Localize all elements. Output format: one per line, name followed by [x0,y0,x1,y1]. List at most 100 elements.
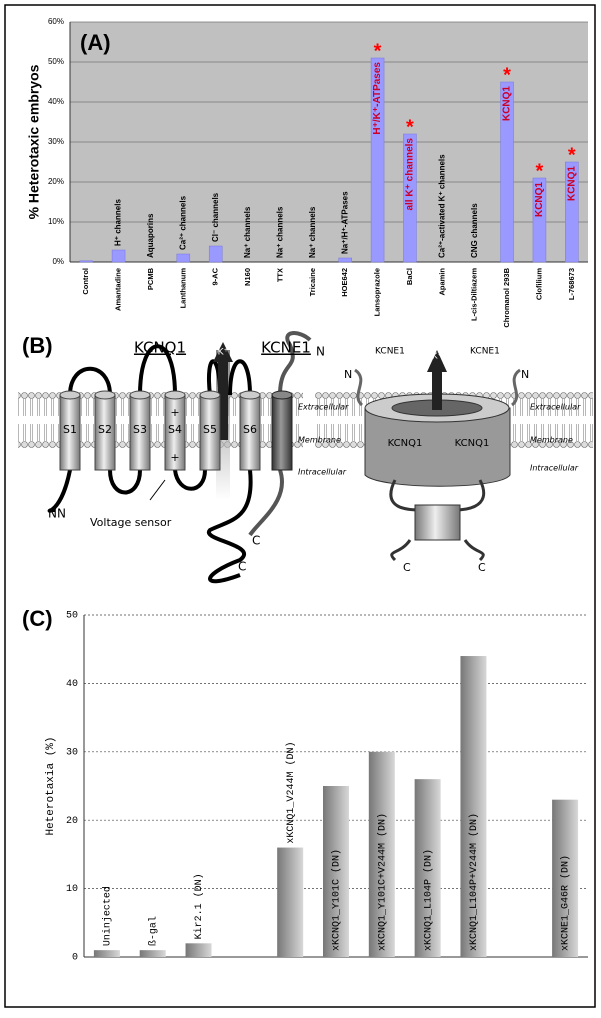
y-axis-label: Heterotaxia (%) [45,736,57,835]
terminus: N [316,345,325,359]
bar-note: Ca²⁺-activated K⁺ channels [437,154,446,258]
loop [248,331,312,537]
bar-note: H⁺ channels [114,199,123,246]
x-tick-label: PCMB [146,267,155,290]
terminus: C [238,560,246,574]
segment-label: S1 [63,423,77,436]
chart-c: 0 10 20 30 40 50 (C) Heterotaxia (%) Uninjected ß… [22,606,588,964]
label: Voltage sensor [90,516,172,529]
bar [460,656,487,957]
bar-note: all K⁺ channels [405,138,416,211]
bar [185,943,212,957]
arrow-head [427,350,447,372]
terminus: C [403,561,411,574]
x-tick-label: TTX [275,268,284,282]
y-tick-label: 40% [48,97,64,106]
channel [364,407,511,487]
x-tick-label: Control [81,268,90,295]
x-tick-label: Lansoprazole [373,268,382,316]
x-tick-label: xKCNE1_G46R (DN) [560,855,572,951]
bar-note: KCNQ1 [566,166,577,201]
y-tick-label: 30% [48,137,64,146]
segment-label: S2 [98,423,112,436]
loop [354,368,521,407]
label: KCNE1 [375,347,405,357]
y-tick-label: 60% [48,17,64,26]
label: KCNE1 [470,347,500,357]
significance-marker: * [503,64,511,86]
y-tick-label: 50% [48,57,64,66]
label: Extracellular [530,403,581,412]
y-tick-label: 0 [72,953,78,964]
bar [139,950,166,957]
plus: + [170,406,179,419]
bar [565,161,579,263]
loop [389,479,485,562]
segment-label: S5 [203,423,217,436]
x-tick-label: Chromanol 293B [502,267,511,327]
bar [552,799,579,957]
label: KCNQ1 [134,339,186,357]
y-axis-label: % Heterotaxic embryos [26,64,42,219]
bar-note: Na⁺ channels [243,206,252,258]
x-tick-label: Lanthanum [178,268,187,309]
y-tick-label: 40 [66,679,78,690]
segment-label: S3 [133,423,147,436]
diagram-b: (B) S1 S2 S3 S4 S5 S6 + + KCNQ1 KCNE1 K⁺… [18,331,593,584]
x-tick-label: Kir2.1 (DN) [193,873,205,939]
significance-marker: * [536,160,544,182]
y-tick-label: 0% [52,257,64,266]
x-tick-label: HOE642 [340,268,349,297]
bar [500,81,514,263]
bar-note: KCNQ1 [502,86,513,121]
label: Intracellular [298,468,347,477]
terminus: N [521,368,529,381]
ion: K⁺ [432,352,441,361]
segments [59,390,293,471]
x-tick-label: Uninjected [102,886,114,946]
y-tick-label: 30 [66,747,78,758]
x-tick-label: 9-AC [211,267,220,285]
label: KCNQ1 [388,438,423,449]
panel-label: (A) [80,30,111,55]
bar [93,950,120,957]
x-tick-label: xKCNQ1_L104P (DN) [422,849,434,951]
label: Membrane [530,436,573,445]
bar-note: Ca²⁺ channels [178,195,187,250]
x-tick-label: xKCNQ1_Y101C+V244M (DN) [376,813,388,951]
bar-note: Na⁺/H⁺-ATPases [340,191,349,254]
segment-label: S4 [168,423,182,436]
bar-note: Na⁺ channels [276,206,285,258]
x-tick-label: L-cis-Diltiazem [470,268,479,321]
terminus: C [252,534,260,548]
bar [323,786,349,957]
arrow-head [213,342,233,362]
label: KCNQ1 [455,438,490,449]
bar-note: Cl⁻ channels [211,192,220,242]
bar [414,779,441,957]
significance-marker: * [568,144,576,166]
x-tick-label: Clofilium [534,268,543,300]
plus: + [170,451,179,464]
bar-note: KCNQ1 [534,182,545,217]
significance-marker: * [406,116,414,138]
x-tick-label: xKCNQ1_Y101C (DN) [331,849,343,951]
y-tick-label: 20 [66,816,78,827]
x-tick-label: L-768673 [567,268,576,300]
x-tick-label: BaCl [405,268,414,285]
label: Membrane [298,436,341,445]
x-tick-label: Amantadine [114,268,123,311]
y-tick-label: 20% [48,177,64,186]
bar [403,133,417,263]
ion: K⁺ [218,348,229,358]
y-tick-label: 10 [66,884,78,895]
bar [368,751,395,957]
panel-label: (C) [22,606,53,631]
bar [208,245,223,263]
segment-label: S6 [243,423,257,436]
bar-note: Na⁺ channels [308,206,317,258]
bar [370,57,385,263]
bar [176,253,191,263]
panel-label: (B) [22,333,53,358]
label: Extracellular [298,403,349,412]
